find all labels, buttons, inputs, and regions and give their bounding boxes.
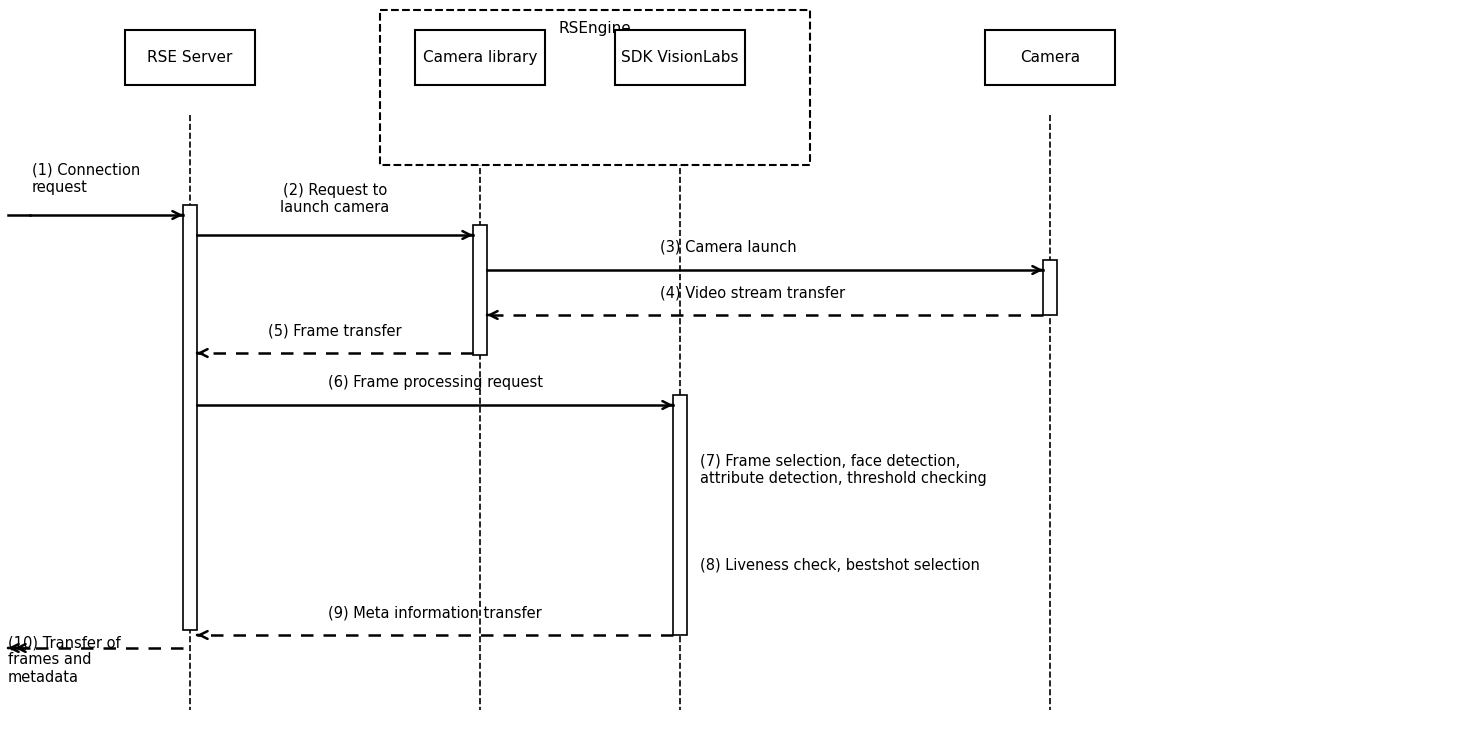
Text: (7) Frame selection, face detection,
attribute detection, threshold checking: (7) Frame selection, face detection, att…	[700, 454, 986, 486]
Text: (5) Frame transfer: (5) Frame transfer	[269, 323, 402, 338]
Text: (10) Transfer of
frames and
metadata: (10) Transfer of frames and metadata	[7, 635, 121, 684]
Text: (1) Connection
request: (1) Connection request	[32, 163, 140, 195]
Text: SDK VisionLabs: SDK VisionLabs	[621, 50, 739, 65]
Bar	[615, 30, 745, 85]
Text: RSEngine: RSEngine	[558, 21, 631, 35]
Bar	[674, 395, 687, 635]
Bar	[1043, 260, 1056, 315]
Bar	[183, 205, 197, 630]
Text: (3) Camera launch: (3) Camera launch	[660, 240, 796, 255]
Bar	[415, 30, 545, 85]
Text: (6) Frame processing request: (6) Frame processing request	[327, 375, 542, 390]
Bar	[126, 30, 256, 85]
Text: (2) Request to
launch camera: (2) Request to launch camera	[281, 183, 390, 215]
Text: Camera: Camera	[1020, 50, 1080, 65]
Bar	[380, 10, 809, 165]
Text: Camera library: Camera library	[422, 50, 538, 65]
Text: (8) Liveness check, bestshot selection: (8) Liveness check, bestshot selection	[700, 557, 980, 573]
Text: (9) Meta information transfer: (9) Meta information transfer	[329, 605, 542, 620]
Bar	[473, 225, 487, 355]
Bar	[985, 30, 1115, 85]
Text: (4) Video stream transfer: (4) Video stream transfer	[660, 285, 844, 300]
Text: RSE Server: RSE Server	[148, 50, 232, 65]
